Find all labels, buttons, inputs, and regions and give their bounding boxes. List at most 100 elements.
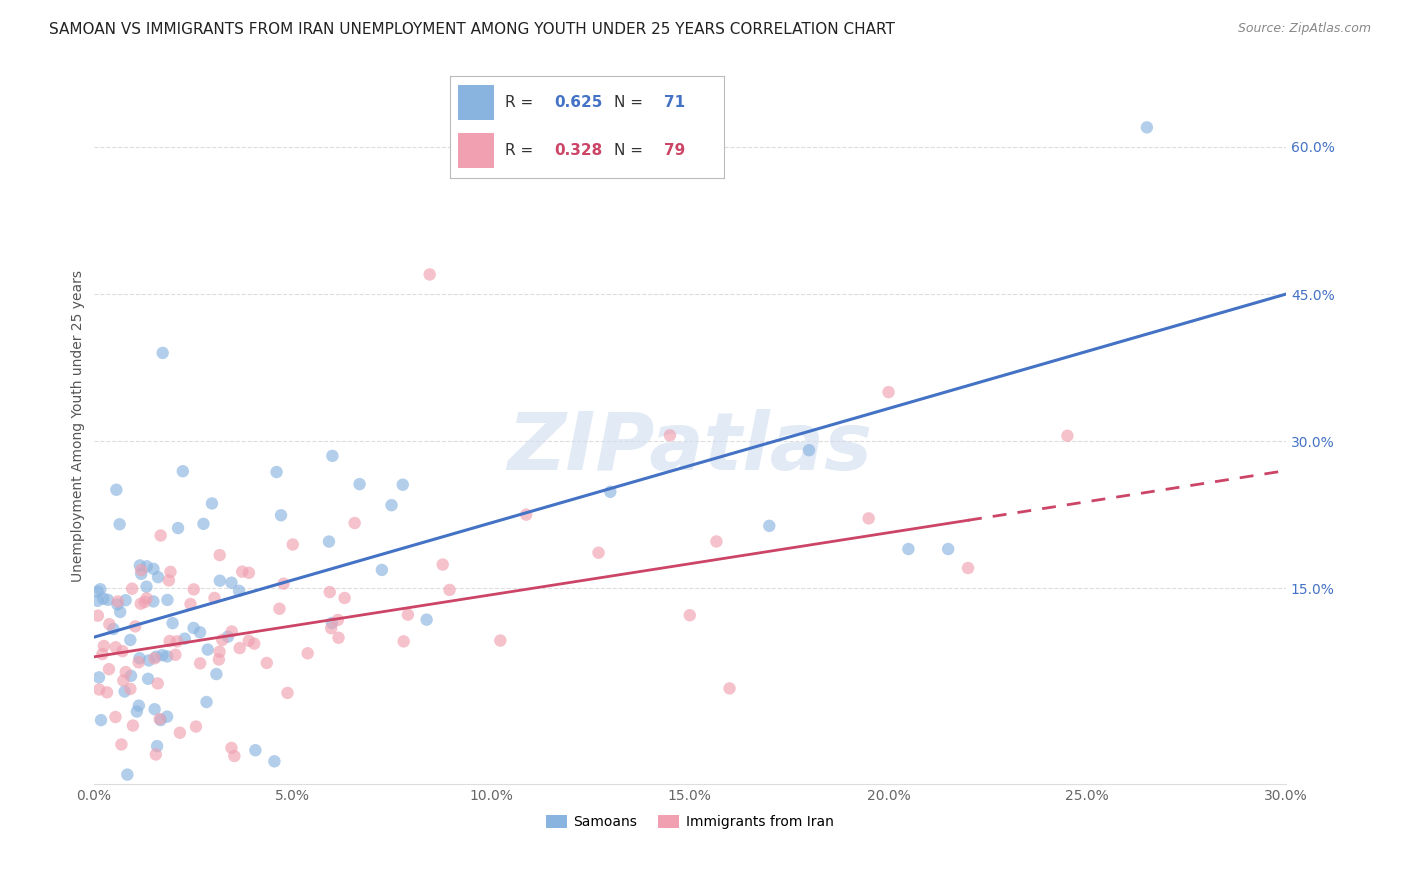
Point: [145, 649, 167, 664]
Point: [122, 718, 145, 732]
Point: [183, 621, 205, 635]
Point: [124, 619, 146, 633]
Text: N =: N =: [614, 144, 648, 158]
Point: [156, 709, 179, 723]
Point: [125, 705, 148, 719]
Point: [136, 672, 159, 686]
FancyBboxPatch shape: [458, 133, 494, 168]
Point: [111, 644, 134, 658]
Point: [104, 640, 127, 655]
Point: [90, 713, 112, 727]
Point: [120, 632, 142, 647]
Point: [797, 443, 820, 458]
Point: [135, 580, 157, 594]
Point: [166, 634, 188, 648]
Point: [224, 749, 246, 764]
Point: [117, 767, 139, 781]
Point: [114, 684, 136, 698]
Point: [86, 594, 108, 608]
Point: [104, 710, 127, 724]
Point: [380, 498, 402, 512]
Point: [93, 639, 115, 653]
Point: [432, 558, 454, 572]
Point: [149, 712, 172, 726]
Text: 0.328: 0.328: [554, 144, 602, 158]
Point: [108, 605, 131, 619]
Point: [1056, 429, 1078, 443]
Point: [957, 561, 980, 575]
Point: [89, 582, 111, 597]
Point: [134, 595, 156, 609]
Text: R =: R =: [505, 95, 538, 110]
Point: [162, 616, 184, 631]
Point: [238, 566, 260, 580]
Point: [201, 496, 224, 510]
Point: [105, 483, 128, 497]
Point: [184, 720, 207, 734]
Point: [87, 670, 110, 684]
Text: Source: ZipAtlas.com: Source: ZipAtlas.com: [1237, 22, 1371, 36]
Y-axis label: Unemployment Among Youth under 25 years: Unemployment Among Youth under 25 years: [72, 270, 86, 582]
Legend: Samoans, Immigrants from Iran: Samoans, Immigrants from Iran: [540, 810, 839, 835]
Point: [146, 739, 169, 753]
Point: [392, 634, 415, 648]
Point: [321, 449, 343, 463]
Point: [98, 617, 121, 632]
Point: [256, 656, 278, 670]
Text: N =: N =: [614, 95, 648, 110]
Point: [121, 582, 143, 596]
Text: SAMOAN VS IMMIGRANTS FROM IRAN UNEMPLOYMENT AMONG YOUTH UNDER 25 YEARS CORRELATI: SAMOAN VS IMMIGRANTS FROM IRAN UNEMPLOYM…: [49, 22, 896, 37]
Point: [188, 625, 211, 640]
Point: [208, 645, 231, 659]
Text: R =: R =: [505, 144, 538, 158]
Point: [245, 743, 267, 757]
Point: [231, 565, 253, 579]
Point: [588, 546, 610, 560]
Text: ZIPatlas: ZIPatlas: [508, 409, 872, 487]
Point: [228, 583, 250, 598]
Point: [156, 649, 179, 664]
Point: [157, 574, 180, 588]
Point: [228, 641, 250, 656]
Point: [138, 653, 160, 667]
Point: [221, 575, 243, 590]
Point: [114, 593, 136, 607]
Point: [877, 385, 900, 400]
Point: [108, 517, 131, 532]
Point: [328, 631, 350, 645]
Point: [152, 648, 174, 662]
Point: [146, 676, 169, 690]
Point: [195, 695, 218, 709]
Point: [197, 642, 219, 657]
FancyBboxPatch shape: [458, 85, 494, 120]
Point: [269, 601, 291, 615]
Point: [349, 477, 371, 491]
Point: [266, 465, 288, 479]
Point: [91, 647, 114, 661]
Point: [243, 637, 266, 651]
Point: [221, 740, 243, 755]
Point: [96, 685, 118, 699]
Point: [321, 621, 343, 635]
Point: [515, 508, 537, 522]
Point: [107, 598, 129, 612]
Point: [208, 574, 231, 588]
Point: [142, 562, 165, 576]
Point: [120, 669, 142, 683]
Point: [208, 548, 231, 562]
Point: [273, 576, 295, 591]
Point: [107, 594, 129, 608]
Point: [149, 528, 172, 542]
Point: [149, 713, 172, 727]
Point: [319, 585, 342, 599]
Point: [371, 563, 394, 577]
Point: [238, 633, 260, 648]
Point: [489, 633, 512, 648]
Point: [143, 651, 166, 665]
Point: [439, 582, 461, 597]
Point: [217, 630, 239, 644]
Point: [321, 615, 343, 630]
Point: [297, 646, 319, 660]
Point: [718, 681, 741, 696]
Point: [221, 624, 243, 639]
